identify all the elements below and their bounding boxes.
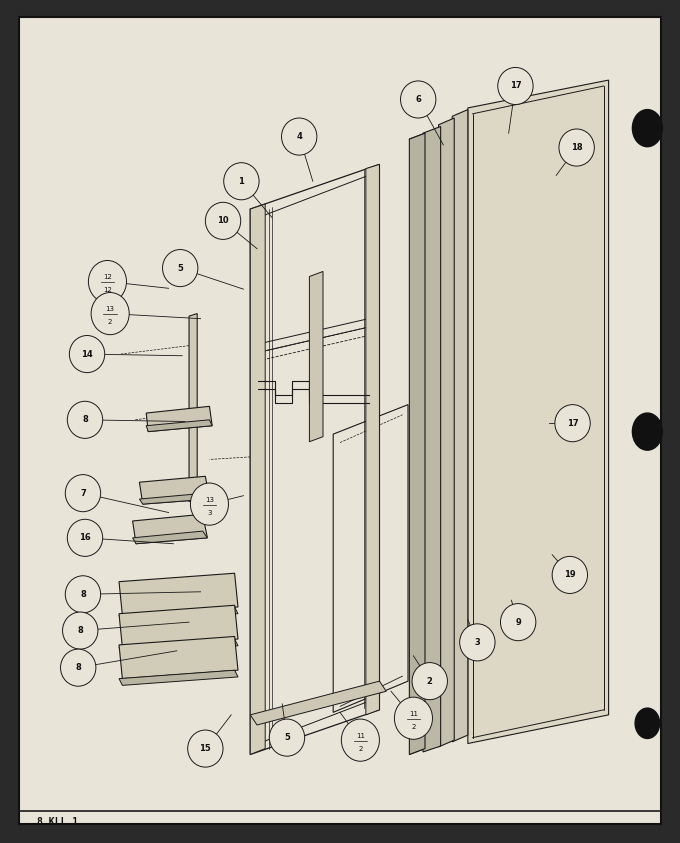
Text: 2: 2 — [358, 745, 362, 752]
Text: 8: 8 — [82, 416, 88, 424]
Polygon shape — [189, 314, 197, 502]
Ellipse shape — [224, 163, 259, 200]
Polygon shape — [139, 476, 209, 504]
Text: 3: 3 — [207, 509, 211, 516]
Text: 14: 14 — [81, 350, 93, 358]
Ellipse shape — [88, 260, 126, 303]
Polygon shape — [119, 573, 238, 615]
Ellipse shape — [412, 663, 447, 700]
Polygon shape — [250, 204, 265, 754]
Polygon shape — [309, 271, 323, 442]
Ellipse shape — [65, 576, 101, 613]
Ellipse shape — [460, 624, 495, 661]
Ellipse shape — [91, 293, 129, 335]
Text: 8: 8 — [80, 590, 86, 599]
Polygon shape — [423, 126, 441, 752]
Ellipse shape — [163, 250, 198, 287]
Text: 11: 11 — [409, 711, 418, 717]
Ellipse shape — [190, 483, 228, 525]
Polygon shape — [119, 605, 238, 647]
Polygon shape — [133, 514, 207, 544]
Text: 18: 18 — [571, 143, 583, 152]
Text: 15: 15 — [199, 744, 211, 753]
Ellipse shape — [188, 730, 223, 767]
Text: 13: 13 — [105, 306, 115, 313]
Text: 19: 19 — [564, 571, 576, 579]
Text: 12: 12 — [103, 287, 112, 293]
Text: 2: 2 — [108, 319, 112, 325]
Ellipse shape — [559, 129, 594, 166]
Text: 5: 5 — [284, 733, 290, 742]
Polygon shape — [468, 80, 609, 744]
Text: 17: 17 — [566, 419, 579, 427]
Ellipse shape — [65, 475, 101, 512]
Circle shape — [632, 413, 662, 450]
Ellipse shape — [498, 67, 533, 105]
Text: 9: 9 — [515, 618, 521, 626]
Text: 4: 4 — [296, 132, 302, 141]
Polygon shape — [133, 531, 207, 544]
Polygon shape — [439, 118, 454, 747]
Polygon shape — [250, 681, 386, 725]
Text: 13: 13 — [205, 497, 214, 503]
Ellipse shape — [394, 697, 432, 739]
Text: 17: 17 — [509, 82, 522, 90]
Polygon shape — [146, 420, 212, 432]
Polygon shape — [119, 639, 238, 654]
Ellipse shape — [63, 612, 98, 649]
Text: 7: 7 — [80, 489, 86, 497]
Ellipse shape — [282, 118, 317, 155]
Text: 2: 2 — [411, 723, 415, 730]
Text: 11: 11 — [356, 733, 365, 739]
Polygon shape — [119, 607, 238, 622]
Text: 1: 1 — [239, 177, 244, 185]
Polygon shape — [366, 164, 379, 715]
Polygon shape — [119, 670, 238, 685]
Ellipse shape — [500, 604, 536, 641]
Ellipse shape — [401, 81, 436, 118]
Polygon shape — [119, 636, 238, 679]
Ellipse shape — [67, 519, 103, 556]
Text: 6: 6 — [415, 95, 421, 104]
Circle shape — [632, 110, 662, 147]
Text: 16: 16 — [79, 534, 91, 542]
Ellipse shape — [67, 401, 103, 438]
Ellipse shape — [61, 649, 96, 686]
Text: 10: 10 — [217, 217, 229, 225]
Text: 8: 8 — [78, 626, 83, 635]
Text: 3: 3 — [475, 638, 480, 647]
Polygon shape — [139, 493, 209, 504]
Circle shape — [635, 708, 660, 738]
Polygon shape — [452, 110, 468, 742]
Ellipse shape — [555, 405, 590, 442]
Polygon shape — [409, 133, 425, 754]
Polygon shape — [146, 406, 212, 432]
Ellipse shape — [341, 719, 379, 761]
Ellipse shape — [269, 719, 305, 756]
Text: 12: 12 — [103, 274, 112, 281]
Text: 5: 5 — [177, 264, 183, 272]
Ellipse shape — [69, 336, 105, 373]
Text: 2: 2 — [427, 677, 432, 685]
Ellipse shape — [205, 202, 241, 239]
Ellipse shape — [552, 556, 588, 593]
Text: 8 KLL 1: 8 KLL 1 — [37, 817, 78, 827]
Text: 8: 8 — [75, 663, 81, 672]
